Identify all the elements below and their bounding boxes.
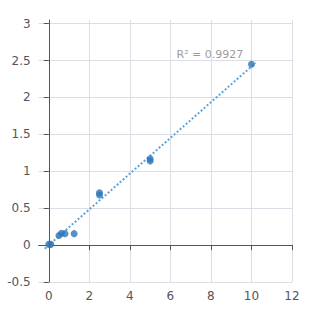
svg-text:8: 8 (207, 289, 215, 303)
svg-text:R² = 0.9927: R² = 0.9927 (176, 48, 243, 61)
svg-text:0: 0 (45, 289, 53, 303)
svg-text:0: 0 (23, 238, 31, 252)
svg-text:4: 4 (126, 289, 134, 303)
svg-text:12: 12 (284, 289, 299, 303)
svg-text:2.5: 2.5 (12, 54, 31, 68)
svg-text:2: 2 (86, 289, 94, 303)
svg-text:0.5: 0.5 (12, 201, 31, 215)
svg-text:1.5: 1.5 (12, 127, 31, 141)
svg-text:-0.5: -0.5 (7, 275, 30, 289)
svg-text:10: 10 (244, 289, 259, 303)
svg-text:6: 6 (167, 289, 175, 303)
svg-text:3: 3 (23, 17, 31, 31)
svg-text:2: 2 (23, 90, 31, 104)
svg-text:1: 1 (23, 164, 31, 178)
